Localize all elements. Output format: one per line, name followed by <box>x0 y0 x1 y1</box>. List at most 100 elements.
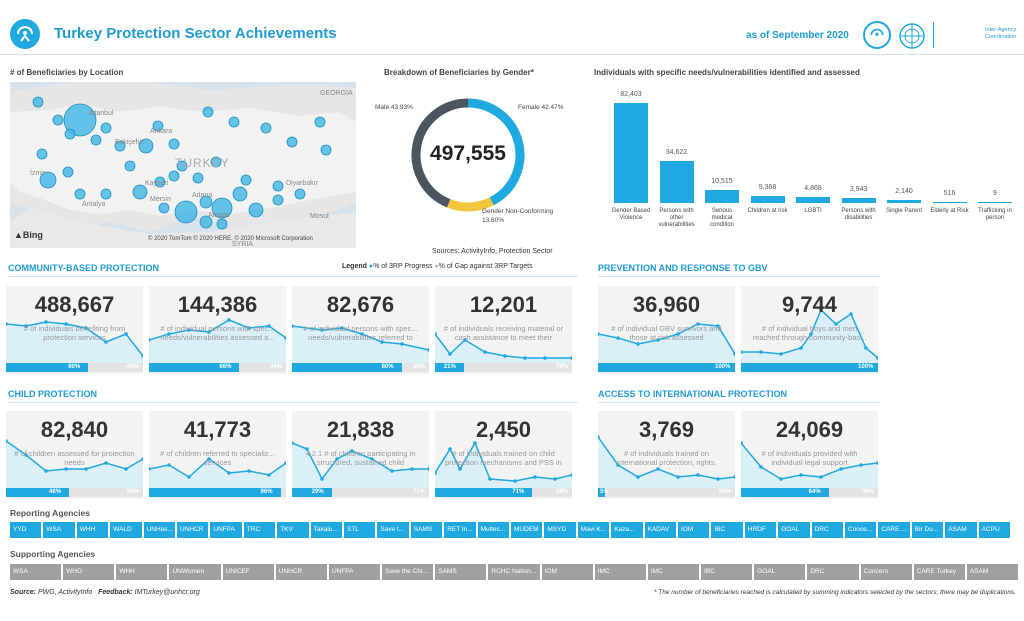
bar[interactable] <box>887 200 921 203</box>
reporting-agency-chip[interactable]: KADAV <box>644 522 676 538</box>
location-bubble[interactable] <box>211 197 233 219</box>
indicator-card[interactable]: 12,201 # of individuals receiving materia… <box>435 286 572 374</box>
reporting-agency-chip[interactable]: YYD <box>10 522 42 538</box>
indicator-card[interactable]: 488,667 # of individuals benefiting from … <box>6 286 143 374</box>
bar[interactable] <box>614 103 648 203</box>
location-bubble[interactable] <box>174 200 198 224</box>
bar[interactable] <box>932 202 967 203</box>
location-bubble[interactable] <box>39 171 57 189</box>
location-bubble[interactable] <box>114 140 126 152</box>
location-bubble[interactable] <box>168 138 180 150</box>
reporting-agency-chip[interactable]: HRDF <box>744 522 777 538</box>
indicator-card[interactable]: 82,676 # of individual persons with spec.… <box>292 286 429 374</box>
reporting-agency-chip[interactable]: UNHCR <box>177 522 209 538</box>
reporting-agency-chip[interactable]: WHH <box>76 522 109 538</box>
reporting-agency-chip[interactable]: MUDEM <box>511 522 543 538</box>
reporting-agency-chip[interactable]: Bir Du... <box>911 522 944 538</box>
supporting-agency-chip[interactable]: GOAL <box>754 564 806 580</box>
reporting-agency-chip[interactable]: MSYD <box>544 522 576 538</box>
location-bubble[interactable] <box>199 195 213 209</box>
supporting-agency-chip[interactable]: WHH <box>116 564 168 580</box>
indicator-card[interactable]: 21,838 4.2.1 # of children participating … <box>292 411 429 499</box>
supporting-agency-chip[interactable]: IOM <box>541 564 593 580</box>
reporting-agency-chip[interactable]: IBC <box>711 522 743 538</box>
location-bubble[interactable] <box>260 122 272 134</box>
location-bubble[interactable] <box>90 134 102 146</box>
bar[interactable] <box>750 196 785 203</box>
location-bubble[interactable] <box>240 174 252 186</box>
reporting-agency-chip[interactable]: UNFPA <box>210 522 242 538</box>
location-bubble[interactable] <box>138 138 154 154</box>
bar[interactable] <box>659 160 694 203</box>
location-bubble[interactable] <box>286 136 298 148</box>
reporting-agency-chip[interactable]: Conce... <box>845 522 877 538</box>
location-bubble[interactable] <box>74 188 86 200</box>
reporting-agency-chip[interactable]: TRC <box>243 522 276 538</box>
location-bubble[interactable] <box>154 176 166 188</box>
reporting-agency-chip[interactable]: STL <box>344 522 376 538</box>
supporting-agency-chip[interactable]: IBC <box>701 564 753 580</box>
supporting-agency-chip[interactable]: UNICEF <box>222 564 274 580</box>
location-bubble[interactable] <box>192 172 204 184</box>
reporting-agency-chip[interactable]: Save t... <box>377 522 409 538</box>
location-bubble[interactable] <box>124 160 136 172</box>
reporting-agency-chip[interactable]: CARE ... <box>878 522 910 538</box>
supporting-agency-chip[interactable]: CARE Turkey <box>913 564 965 580</box>
reporting-agency-chip[interactable]: UNHas... <box>143 522 175 538</box>
indicator-card[interactable]: 36,960 # of individual GBV survivors and … <box>598 286 735 374</box>
reporting-agency-chip[interactable]: TKV <box>277 522 309 538</box>
reporting-agency-chip[interactable]: Mavi K... <box>577 522 610 538</box>
location-bubble[interactable] <box>168 170 180 182</box>
location-bubble[interactable] <box>248 202 264 218</box>
location-bubble[interactable] <box>52 114 64 126</box>
reporting-agency-chip[interactable]: GOAL <box>778 522 810 538</box>
reporting-agency-chip[interactable]: WSA <box>43 522 75 538</box>
location-bubble[interactable] <box>320 144 332 156</box>
location-bubble[interactable] <box>152 120 164 132</box>
bar[interactable] <box>705 190 739 203</box>
location-bubble[interactable] <box>63 103 97 137</box>
indicator-card[interactable]: 41,773 # of children referred to speciali… <box>149 411 286 499</box>
location-bubble[interactable] <box>32 96 44 108</box>
bar[interactable] <box>796 197 830 203</box>
location-bubble[interactable] <box>272 194 284 206</box>
gender-donut[interactable] <box>405 92 531 223</box>
reporting-agency-chip[interactable]: Takalu... <box>310 522 342 538</box>
location-bubble[interactable] <box>272 180 284 192</box>
beneficiaries-map[interactable]: TURKEY Istanbul Eskişehir Ankara İzmir K… <box>10 82 356 248</box>
location-bubble[interactable] <box>228 116 240 128</box>
location-bubble[interactable] <box>202 106 214 118</box>
supporting-agency-chip[interactable]: WSA <box>10 564 62 580</box>
indicator-card[interactable]: 3,769 # of individuals trained on interna… <box>598 411 735 499</box>
supporting-agency-chip[interactable]: UNHCR <box>275 564 327 580</box>
indicator-card[interactable]: 2,450 # of individuals trained on child p… <box>435 411 572 499</box>
supporting-agency-chip[interactable]: UNFPA <box>328 564 381 580</box>
supporting-agency-chip[interactable]: ASAM <box>966 564 1018 580</box>
indicator-card[interactable]: 144,386 # of individual persons with spec… <box>149 286 286 374</box>
reporting-agency-chip[interactable]: SAMS <box>410 522 443 538</box>
supporting-agency-chip[interactable]: IMC <box>594 564 646 580</box>
reporting-agency-chip[interactable]: DRC <box>811 522 843 538</box>
location-bubble[interactable] <box>216 218 228 230</box>
location-bubble[interactable] <box>314 116 326 128</box>
donut-slice-female[interactable] <box>467 98 525 206</box>
indicator-card[interactable]: 82,840 # of children assessed for protect… <box>6 411 143 499</box>
supporting-agency-chip[interactable]: RCHC Nation... <box>488 564 540 580</box>
bar[interactable] <box>978 202 1012 203</box>
bar[interactable] <box>841 198 876 203</box>
location-bubble[interactable] <box>100 122 112 134</box>
reporting-agency-chip[interactable]: WALD <box>110 522 142 538</box>
supporting-agency-chip[interactable]: DRC <box>807 564 859 580</box>
location-bubble[interactable] <box>232 186 248 202</box>
location-bubble[interactable] <box>176 160 188 172</box>
supporting-agency-chip[interactable]: IMC <box>647 564 700 580</box>
reporting-agency-chip[interactable]: RET In... <box>444 522 476 538</box>
indicator-card[interactable]: 9,744 # of individual boys and men reache… <box>741 286 878 374</box>
location-bubble[interactable] <box>294 188 306 200</box>
location-bubble[interactable] <box>100 188 112 200</box>
location-bubble[interactable] <box>210 156 222 168</box>
supporting-agency-chip[interactable]: UNWomen <box>169 564 221 580</box>
location-bubble[interactable] <box>62 166 74 178</box>
location-bubble[interactable] <box>64 128 76 140</box>
location-bubble[interactable] <box>132 184 148 200</box>
